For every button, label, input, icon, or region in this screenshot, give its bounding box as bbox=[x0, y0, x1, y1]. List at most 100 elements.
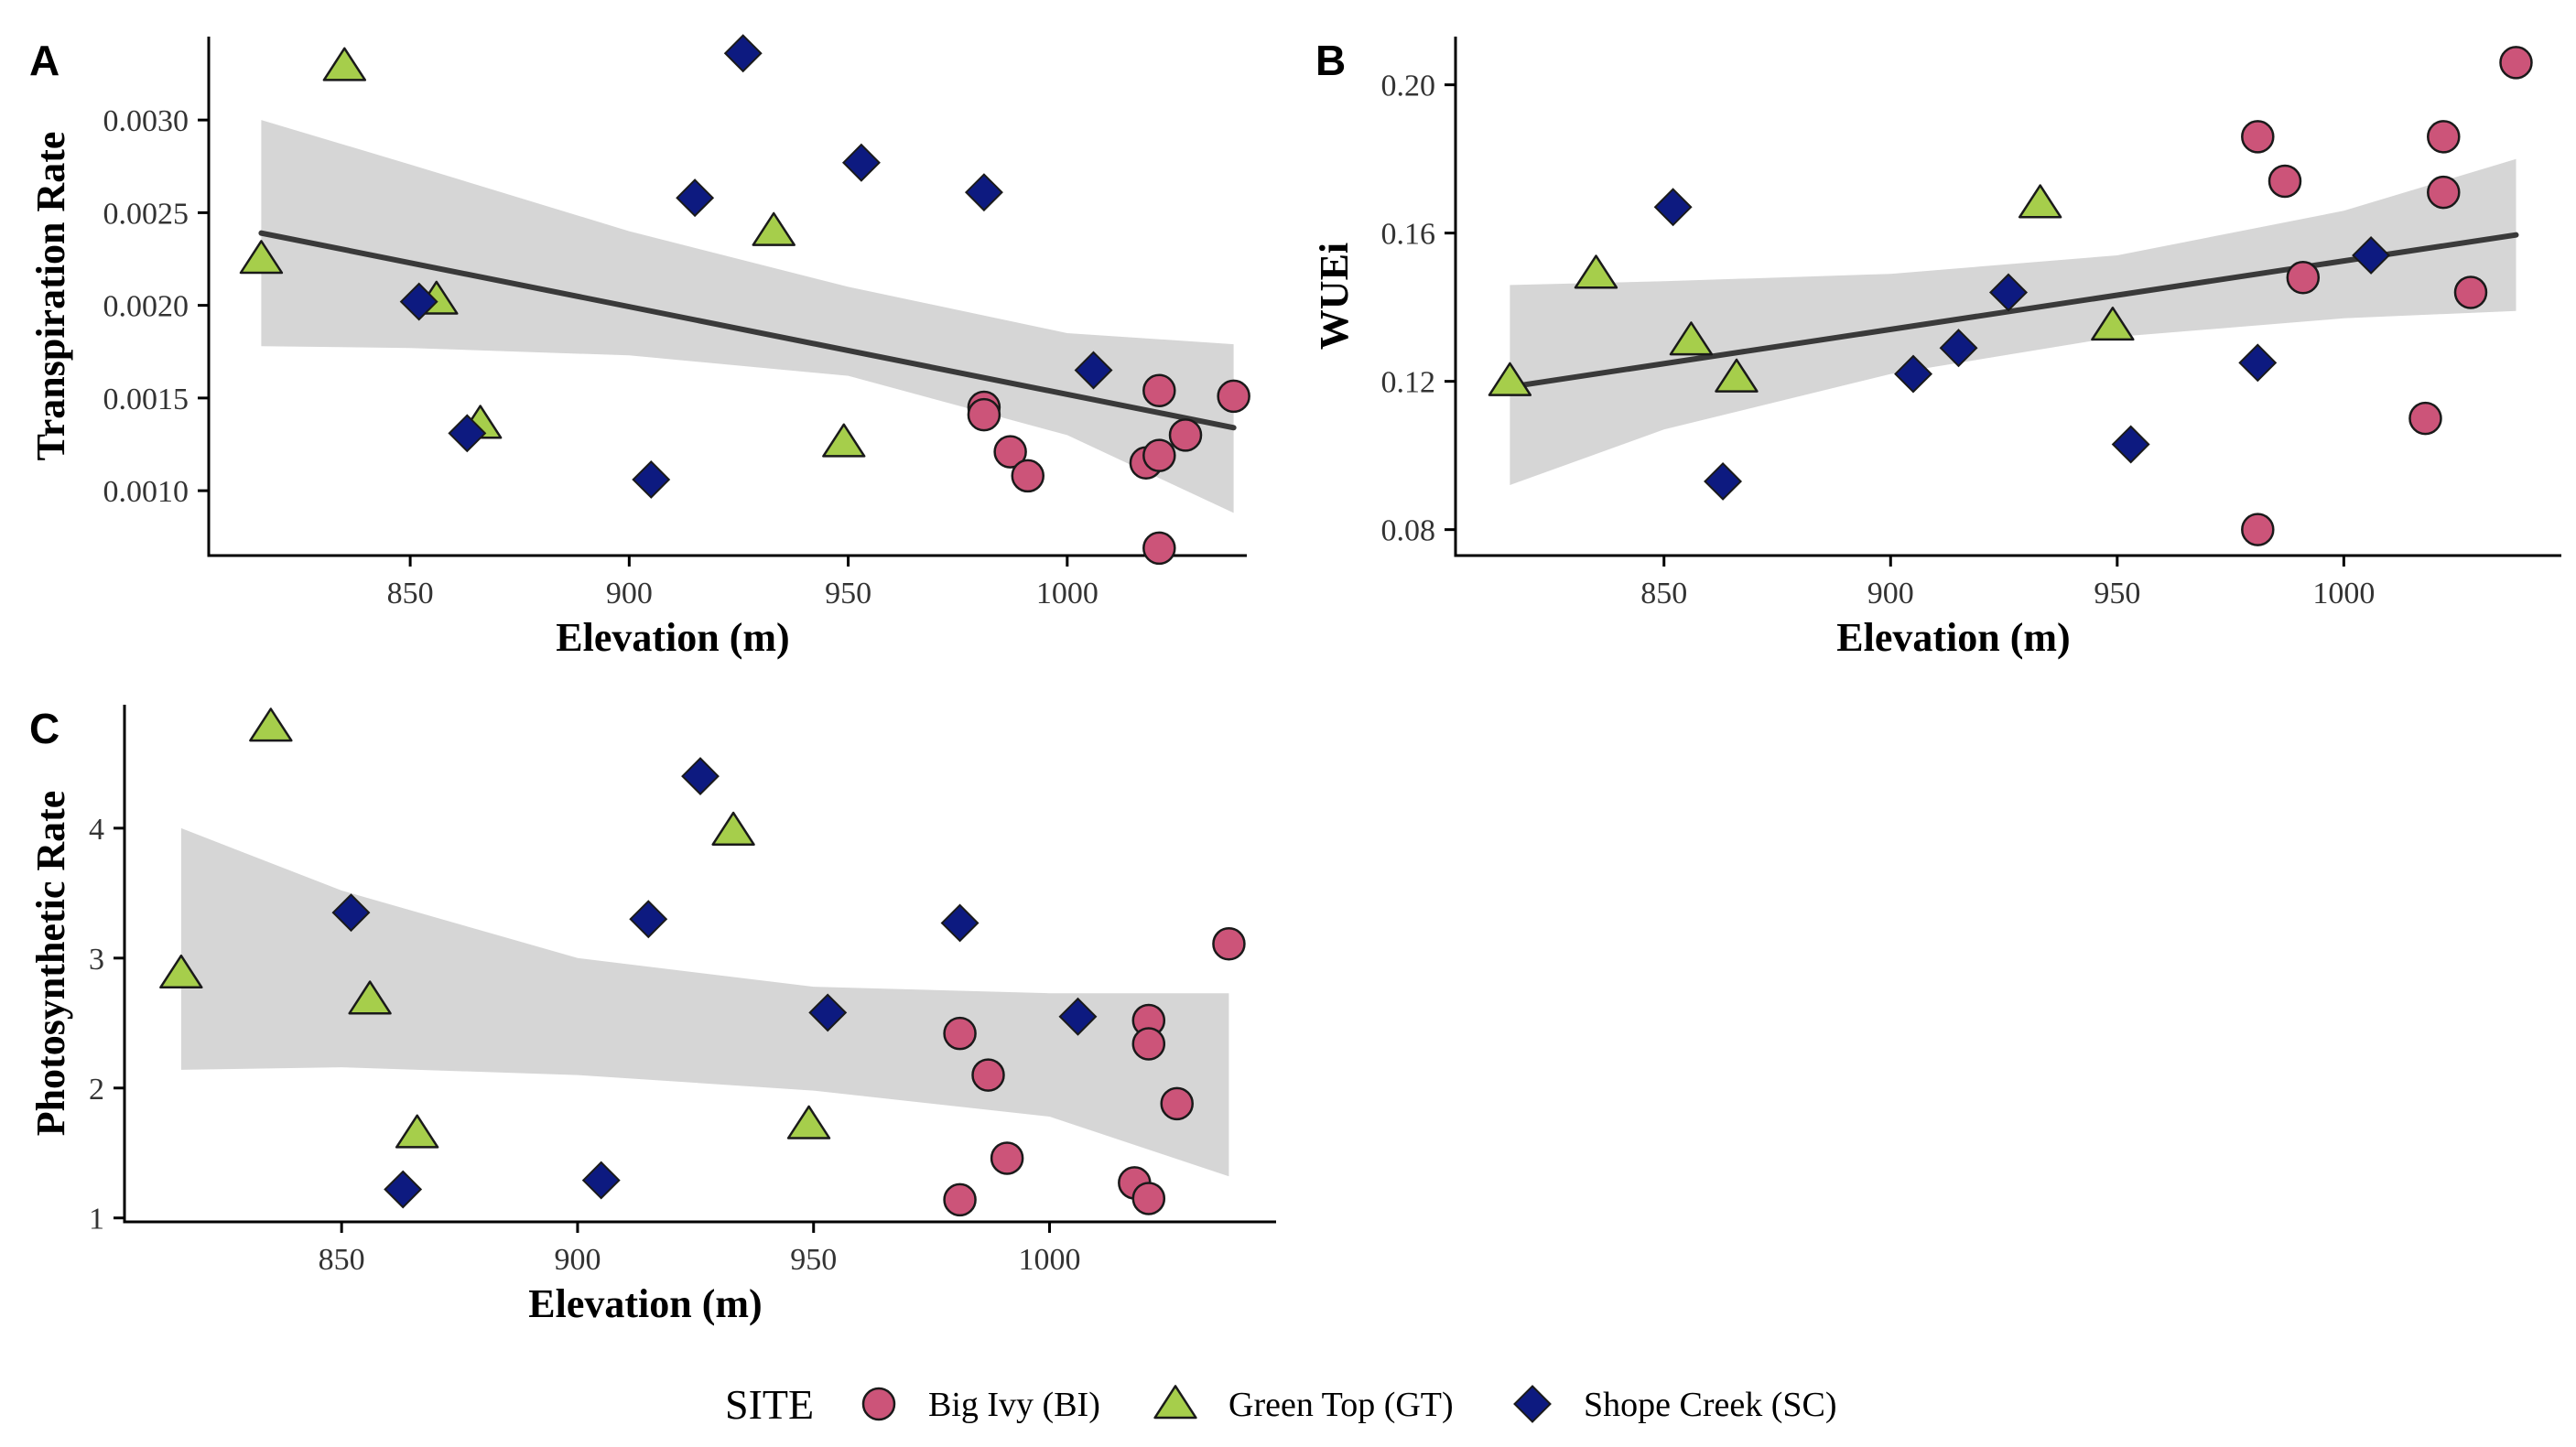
series-gt bbox=[1488, 184, 2135, 396]
y-tick-label: 0.16 bbox=[1381, 218, 1436, 252]
data-point bbox=[1168, 418, 1203, 452]
data-point bbox=[1160, 1086, 1194, 1121]
legend: SITE Big Ivy (BI) Green Top (GT) Shope Cree… bbox=[725, 1381, 1837, 1428]
legend-item-gt: Green Top (GT) bbox=[1153, 1385, 1454, 1424]
y-axis-title: Transpiration Rate bbox=[28, 132, 73, 461]
legend-marker bbox=[861, 1387, 896, 1421]
data-point bbox=[711, 811, 755, 846]
series-sc bbox=[331, 757, 1098, 1209]
y-tick-label: 0.0025 bbox=[103, 197, 189, 231]
data-point bbox=[1574, 254, 1618, 289]
x-tick-label: 850 bbox=[319, 1243, 365, 1277]
confidence-band bbox=[261, 120, 1234, 513]
data-point bbox=[681, 757, 720, 796]
confidence-band bbox=[1510, 158, 2516, 485]
y-axis-title: Photosynthetic Rate bbox=[28, 791, 73, 1137]
data-point bbox=[322, 47, 367, 81]
x-tick-label: 850 bbox=[387, 577, 434, 610]
y-tick-label: 0.0030 bbox=[103, 104, 189, 138]
data-point bbox=[943, 1016, 977, 1051]
data-point bbox=[786, 1105, 831, 1139]
data-point bbox=[676, 178, 715, 218]
series-sc bbox=[399, 34, 1113, 499]
data-point bbox=[249, 707, 293, 742]
data-point bbox=[1894, 354, 1933, 394]
panel-b: B 850 900 950 1000 0.08 0.12 0.16 0.20 Elevation … bbox=[1312, 37, 2561, 660]
legend-item-bi: Big Ivy (BI) bbox=[861, 1386, 1100, 1424]
data-point bbox=[2241, 120, 2275, 154]
data-point bbox=[632, 459, 671, 499]
data-point bbox=[1074, 351, 1113, 390]
data-point bbox=[1669, 321, 1714, 356]
x-tick-label: 900 bbox=[606, 577, 653, 610]
legend-marker bbox=[1513, 1385, 1552, 1423]
confidence-band bbox=[180, 827, 1229, 1177]
y-tick-label: 0.20 bbox=[1381, 70, 1436, 103]
data-point bbox=[967, 397, 1001, 432]
legend-marker bbox=[1153, 1385, 1197, 1420]
data-point bbox=[581, 1161, 621, 1200]
data-point bbox=[1939, 329, 1978, 368]
data-point bbox=[159, 954, 203, 989]
x-tick-label: 1000 bbox=[1019, 1243, 1081, 1277]
x-tick-label: 1000 bbox=[2312, 577, 2375, 610]
data-point bbox=[384, 1170, 423, 1209]
data-point bbox=[2408, 401, 2442, 436]
panel-letter: A bbox=[29, 37, 60, 84]
x-axis-title: Elevation (m) bbox=[528, 1281, 762, 1326]
data-point bbox=[2018, 184, 2062, 219]
data-point bbox=[348, 980, 392, 1015]
data-point bbox=[2268, 164, 2302, 199]
data-point bbox=[2111, 425, 2150, 464]
legend-label: Big Ivy (BI) bbox=[928, 1386, 1100, 1424]
data-point bbox=[993, 435, 1027, 469]
data-point bbox=[629, 900, 668, 939]
data-point bbox=[1715, 358, 1759, 393]
data-point bbox=[1488, 362, 1532, 396]
panel-c: C 850 900 950 1000 1 2 3 4 Elevation (m) Photosynt… bbox=[28, 705, 1276, 1326]
data-point bbox=[2091, 307, 2135, 341]
series-sc bbox=[1653, 188, 2391, 501]
data-point bbox=[1011, 459, 1045, 493]
y-tick-label: 0.0010 bbox=[103, 475, 189, 509]
data-point bbox=[1217, 379, 1250, 414]
regression-line bbox=[1507, 232, 2519, 390]
data-point bbox=[940, 903, 980, 943]
series-bi bbox=[2241, 46, 2533, 546]
data-point bbox=[1988, 273, 2029, 312]
legend-label: Green Top (GT) bbox=[1228, 1386, 1454, 1424]
data-point bbox=[822, 423, 866, 458]
data-point bbox=[1142, 373, 1176, 408]
y-tick-label: 3 bbox=[89, 943, 104, 977]
data-point bbox=[808, 993, 848, 1032]
data-point bbox=[964, 173, 1003, 212]
series-gt bbox=[159, 707, 831, 1149]
y-tick-label: 0.12 bbox=[1381, 366, 1436, 400]
data-point bbox=[841, 143, 881, 182]
x-tick-label: 950 bbox=[2094, 577, 2140, 610]
data-point bbox=[2352, 235, 2391, 275]
data-point bbox=[1212, 926, 1246, 961]
x-tick-label: 950 bbox=[825, 577, 871, 610]
data-point bbox=[2241, 513, 2275, 546]
data-point bbox=[448, 414, 487, 453]
data-point bbox=[990, 1141, 1024, 1175]
data-point bbox=[1653, 188, 1693, 227]
legend-item-sc: Shope Creek (SC) bbox=[1513, 1385, 1837, 1424]
series-bi bbox=[967, 373, 1250, 566]
data-point bbox=[2427, 175, 2461, 210]
data-point bbox=[1142, 531, 1176, 566]
series-bi bbox=[943, 926, 1246, 1217]
y-tick-label: 2 bbox=[89, 1073, 104, 1107]
y-tick-label: 1 bbox=[89, 1203, 104, 1236]
y-axis-title: WUEi bbox=[1312, 243, 1357, 350]
y-tick-label: 0.0020 bbox=[103, 290, 189, 324]
data-point bbox=[943, 1182, 977, 1217]
panel-a: A 850 900 950 1000 0.0010 0.0015 0.0020 0.0025 0.… bbox=[28, 34, 1250, 660]
x-tick-label: 850 bbox=[1640, 577, 1687, 610]
data-point bbox=[2286, 261, 2321, 295]
data-point bbox=[1131, 1027, 1166, 1061]
data-point bbox=[2453, 275, 2488, 309]
x-tick-label: 900 bbox=[554, 1243, 601, 1277]
